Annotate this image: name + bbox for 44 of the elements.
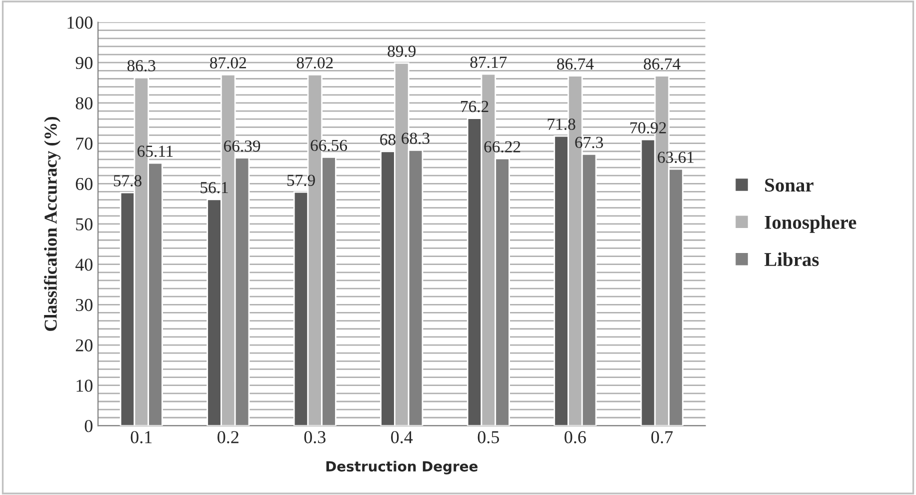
x-tick-label: 0.6: [564, 431, 586, 444]
data-label: 56.1: [200, 182, 228, 194]
data-label: 76.2: [461, 100, 488, 112]
y-tick-label: 100: [68, 16, 92, 29]
data-label: 66.39: [224, 140, 260, 152]
data-label: 66.56: [310, 140, 348, 152]
data-label: 63.61: [658, 152, 694, 163]
data-label: 86.74: [644, 58, 680, 70]
data-label: 89.9: [388, 46, 416, 57]
data-label: 68.3: [402, 132, 430, 144]
y-tick-label: 50: [76, 218, 92, 230]
data-label: 66.22: [484, 141, 520, 152]
y-tick-label: 40: [75, 258, 92, 271]
legend-label: Ionosphere: [764, 215, 856, 233]
x-tick-label: 0.1: [130, 431, 152, 444]
data-label: 87.02: [296, 57, 333, 69]
y-tick-label: 0: [84, 420, 92, 432]
y-tick-label: 20: [76, 339, 92, 352]
x-tick-label: 0.3: [304, 431, 326, 444]
x-tick-label: 0.4: [391, 431, 413, 444]
legend-label: Sonar: [765, 178, 814, 192]
data-label: 65.11: [138, 146, 173, 157]
x-tick-label: 0.7: [651, 431, 673, 444]
data-label: 70.92: [630, 122, 666, 134]
y-tick-label: 10: [76, 380, 92, 392]
x-tick-label: 0.5: [478, 431, 500, 444]
y-tick-label: 90: [76, 56, 92, 70]
data-label: 71.8: [548, 118, 576, 130]
data-label: 68: [380, 134, 396, 146]
x-axis-title: Destruction Degree: [326, 460, 478, 474]
data-label: 86.74: [557, 58, 594, 70]
x-tick-label: 0.2: [218, 431, 238, 444]
y-tick-label: 30: [76, 298, 92, 312]
data-label: 67.3: [575, 136, 603, 148]
y-tick-label: 60: [76, 178, 92, 190]
data-label: 87.17: [470, 56, 507, 68]
y-tick-label: 80: [76, 97, 92, 110]
data-label: 86.3: [127, 60, 156, 72]
data-label: 57.9: [287, 174, 315, 186]
data-label: 87.02: [210, 57, 246, 69]
data-label: 57.8: [114, 175, 142, 186]
legend-label: Libras: [764, 252, 819, 266]
y-axis-title: Classification Accuracy (%): [44, 116, 61, 331]
y-tick-label: 70: [76, 138, 92, 150]
